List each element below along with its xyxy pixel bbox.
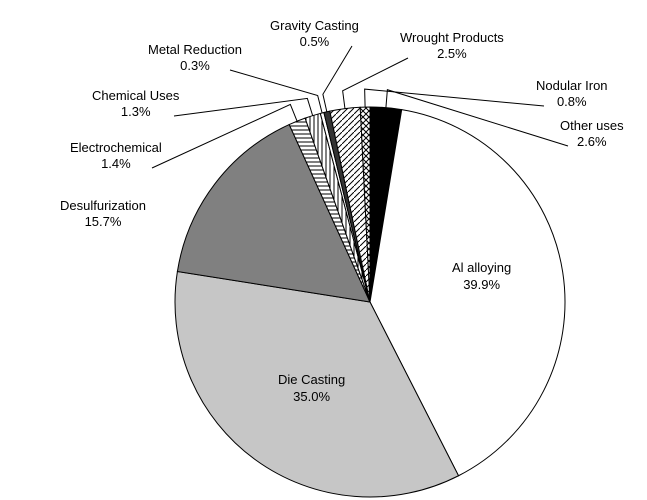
leader-line: [365, 89, 544, 107]
pie-chart: Other uses2.6%Al alloying39.9%Die Castin…: [0, 0, 647, 500]
pie-svg: [0, 0, 647, 500]
leader-line: [343, 58, 408, 109]
leader-line: [323, 46, 352, 112]
